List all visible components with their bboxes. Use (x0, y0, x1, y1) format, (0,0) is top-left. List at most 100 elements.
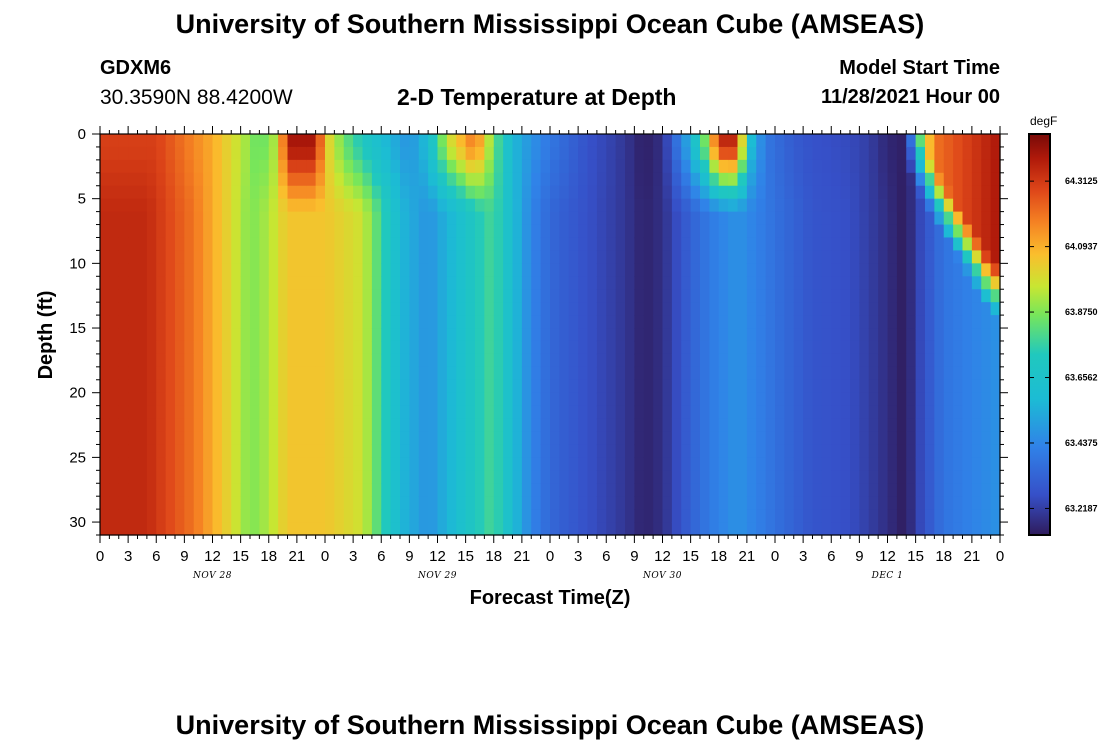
heatmap-cell (278, 509, 289, 523)
heatmap-cell (859, 392, 870, 407)
heatmap-cell (990, 328, 1001, 342)
heatmap-cell (212, 211, 223, 226)
heatmap-cell (250, 237, 260, 252)
heatmap-cell (531, 418, 542, 433)
heatmap-cell (184, 353, 195, 368)
heatmap-cell (540, 159, 551, 174)
heatmap-cell (803, 392, 814, 407)
heatmap-cell (343, 444, 354, 458)
heatmap-cell (887, 146, 898, 161)
heatmap-cell (156, 315, 167, 329)
heatmap-cell (409, 315, 420, 329)
heatmap-cell (700, 366, 710, 381)
heatmap-cell (671, 353, 682, 368)
heatmap-cell (962, 522, 973, 536)
heatmap-cell (240, 237, 251, 252)
heatmap-cell (756, 496, 767, 510)
heatmap-cell (896, 379, 907, 394)
heatmap-cell (718, 172, 729, 187)
heatmap-cell (100, 237, 110, 252)
heatmap-cell (887, 276, 898, 290)
heatmap-cell (775, 418, 785, 433)
heatmap-cell (268, 134, 279, 148)
heatmap-cell (184, 185, 195, 200)
heatmap-cell (268, 146, 279, 161)
heatmap-cell (784, 328, 795, 342)
heatmap-cell (446, 302, 457, 316)
heatmap-cell (540, 302, 551, 316)
heatmap-cell (428, 405, 439, 420)
heatmap-cell (559, 522, 570, 536)
heatmap-cell (381, 457, 392, 471)
heatmap-cell (887, 315, 898, 329)
heatmap-cell (746, 211, 757, 226)
heatmap-cell (465, 483, 476, 497)
heatmap-cell (390, 211, 401, 226)
heatmap-cell (765, 353, 776, 368)
heatmap-cell (737, 315, 748, 329)
heatmap-cell (371, 172, 382, 187)
heatmap-cell (981, 340, 992, 355)
heatmap-cell (503, 159, 514, 174)
heatmap-cell (521, 289, 532, 303)
heatmap-cell (456, 263, 467, 277)
heatmap-cell (259, 211, 270, 226)
heatmap-cell (756, 392, 767, 407)
heatmap-cell (606, 392, 617, 407)
heatmap-cell (690, 263, 701, 277)
heatmap-cell (475, 134, 485, 148)
heatmap-cell (896, 198, 907, 213)
heatmap-cell (803, 289, 814, 303)
heatmap-cell (568, 522, 579, 536)
heatmap-cell (896, 250, 907, 264)
y-tick-label: 15 (69, 320, 86, 337)
heatmap-cell (325, 431, 335, 446)
heatmap-cell (418, 289, 429, 303)
heatmap-cell (990, 470, 1001, 484)
heatmap-cell (934, 509, 945, 523)
x-tick-label: 0 (96, 548, 104, 565)
heatmap-cell (343, 134, 354, 148)
heatmap-cell (353, 224, 364, 239)
heatmap-cell (240, 134, 251, 148)
heatmap-cell (559, 457, 570, 471)
heatmap-cell (287, 302, 298, 316)
heatmap-cell (878, 431, 889, 446)
heatmap-cell (418, 250, 429, 264)
heatmap-cell (203, 470, 214, 484)
heatmap-cell (165, 522, 176, 536)
heatmap-cell (775, 146, 785, 161)
heatmap-cell (550, 405, 560, 420)
heatmap-cell (718, 146, 729, 161)
x-tick-label: 3 (574, 548, 582, 565)
heatmap-cell (971, 418, 982, 433)
heatmap-cell (709, 134, 720, 148)
heatmap-cell (587, 289, 598, 303)
heatmap-cell (756, 522, 767, 536)
heatmap-cell (821, 392, 832, 407)
heatmap-cell (878, 172, 889, 187)
heatmap-cell (709, 315, 720, 329)
heatmap-cell (812, 522, 823, 536)
heatmap-cell (568, 353, 579, 368)
heatmap-cell (306, 134, 317, 148)
heatmap-cell (850, 237, 860, 252)
heatmap-cell (709, 159, 720, 174)
heatmap-cell (362, 185, 373, 200)
heatmap-cell (268, 379, 279, 394)
heatmap-cell (409, 263, 420, 277)
heatmap-cell (756, 237, 767, 252)
heatmap-cell (259, 315, 270, 329)
colorbar-tick-label: 64.3125 (1065, 176, 1098, 186)
heatmap-cell (484, 302, 495, 316)
heatmap-cell (887, 340, 898, 355)
heatmap-cell (540, 185, 551, 200)
heatmap-cell (634, 522, 645, 536)
heatmap-cell (512, 405, 523, 420)
heatmap-cell (278, 134, 289, 148)
heatmap-cell (456, 522, 467, 536)
heatmap-cell (409, 509, 420, 523)
heatmap-cell (437, 328, 448, 342)
heatmap-cell (915, 470, 926, 484)
heatmap-cell (428, 302, 439, 316)
